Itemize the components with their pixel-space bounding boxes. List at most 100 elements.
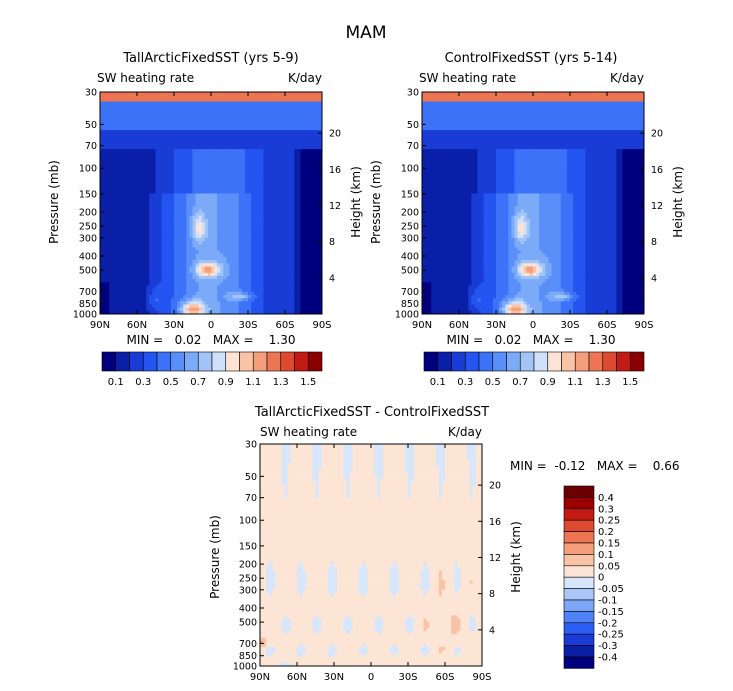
heatmap-cell (189, 171, 193, 175)
heatmap-cell (140, 136, 144, 140)
heatmap-cell (229, 130, 233, 134)
heatmap-cell (186, 215, 190, 220)
heatmap-cell (226, 310, 230, 315)
heatmap-cell (244, 133, 249, 137)
heatmap-cell (214, 183, 218, 188)
heatmap-cell (235, 152, 240, 156)
heatmap-cell (201, 241, 206, 245)
heatmap-cell (251, 174, 255, 179)
heatmap-cell (100, 120, 104, 125)
heatmap-cell (146, 218, 150, 223)
heatmap-cell (100, 301, 104, 305)
heatmap-cell (288, 193, 292, 198)
heatmap-cell (303, 215, 307, 220)
heatmap-cell (238, 133, 243, 137)
heatmap-cell (285, 152, 289, 156)
heatmap-cell (158, 199, 163, 204)
heatmap-cell (158, 177, 163, 182)
heatmap-cell (214, 136, 218, 140)
heatmap-cell (121, 123, 126, 128)
heatmap-cell (306, 275, 311, 280)
heatmap-cell (140, 190, 144, 194)
heatmap-cell (281, 174, 286, 179)
heatmap-cell (223, 164, 227, 169)
heatmap-cell (278, 95, 283, 99)
heatmap-cell (180, 247, 184, 251)
heatmap-cell (143, 123, 147, 128)
heatmap-cell (232, 136, 237, 140)
heatmap-cell (266, 203, 270, 207)
heatmap-cell (226, 196, 230, 201)
heatmap-cell (161, 98, 166, 102)
heatmap-cell (177, 291, 181, 296)
heatmap-cell (211, 136, 215, 140)
panel-title: ControlFixedSST (yrs 5-14) (445, 51, 618, 66)
heatmap-cell (244, 142, 249, 147)
heatmap-cell (133, 209, 138, 213)
heatmap-cell (300, 158, 304, 163)
heatmap-cell (260, 98, 264, 102)
heatmap-cell (152, 275, 156, 280)
heatmap-cell (257, 92, 261, 96)
heatmap-cell (198, 285, 203, 290)
heatmap-cell (198, 133, 203, 137)
heatmap-cell (127, 136, 132, 140)
heatmap-cell (309, 203, 314, 207)
heatmap-cell (204, 301, 209, 305)
heatmap-cell (294, 250, 298, 255)
heatmap-cell (238, 168, 243, 172)
heatmap-cell (130, 301, 135, 305)
heatmap-cell (130, 298, 135, 302)
heatmap-cell (235, 168, 240, 172)
heatmap-cell (285, 260, 289, 264)
heatmap-cell (103, 260, 107, 264)
heatmap-cell (192, 180, 196, 185)
heatmap-cell (278, 193, 283, 198)
heatmap-cell (315, 263, 320, 267)
heatmap-cell (223, 101, 227, 106)
heatmap-cell (201, 174, 206, 179)
heatmap-cell (217, 171, 221, 175)
heatmap-cell (223, 158, 227, 163)
heatmap-cell (285, 196, 289, 201)
heatmap-cell (189, 304, 193, 309)
heatmap-cell (266, 117, 270, 121)
heatmap-cell (186, 307, 190, 312)
heatmap-cell (170, 149, 175, 153)
heatmap-cell (275, 117, 280, 121)
heatmap-cell (220, 209, 224, 213)
heatmap-cell (232, 260, 237, 264)
heatmap-cell (180, 301, 184, 305)
heatmap-cell (143, 247, 147, 251)
heatmap-cell (140, 218, 144, 223)
heatmap-cell (294, 279, 298, 283)
heatmap-cell (254, 285, 258, 290)
heatmap-cell (269, 111, 274, 115)
heatmap-cell (186, 241, 190, 245)
heatmap-cell (220, 310, 224, 315)
heatmap-cell (183, 272, 187, 277)
heatmap-cell (183, 158, 187, 163)
heatmap-cell (211, 237, 215, 242)
heatmap-cell (137, 107, 141, 112)
heatmap-cell (201, 260, 206, 264)
heatmap-cell (226, 164, 230, 169)
heatmap-cell (211, 180, 215, 185)
heatmap-cell (201, 206, 206, 210)
heatmap-cell (109, 266, 113, 270)
heatmap-cell (272, 196, 277, 201)
heatmap-cell (241, 180, 246, 185)
heatmap-cell (263, 161, 267, 166)
heatmap-cell (248, 253, 252, 258)
heatmap-cell (198, 222, 203, 226)
heatmap-cell (291, 272, 295, 277)
heatmap-cell (143, 301, 147, 305)
heatmap-cell (112, 282, 116, 286)
heatmap-cell (241, 190, 246, 194)
heatmap-cell (115, 136, 119, 140)
heatmap-cell (294, 209, 298, 213)
heatmap-cell (263, 145, 267, 150)
heatmap-cell (130, 174, 135, 179)
heatmap-cell (251, 212, 255, 217)
heatmap-cell (297, 225, 301, 229)
